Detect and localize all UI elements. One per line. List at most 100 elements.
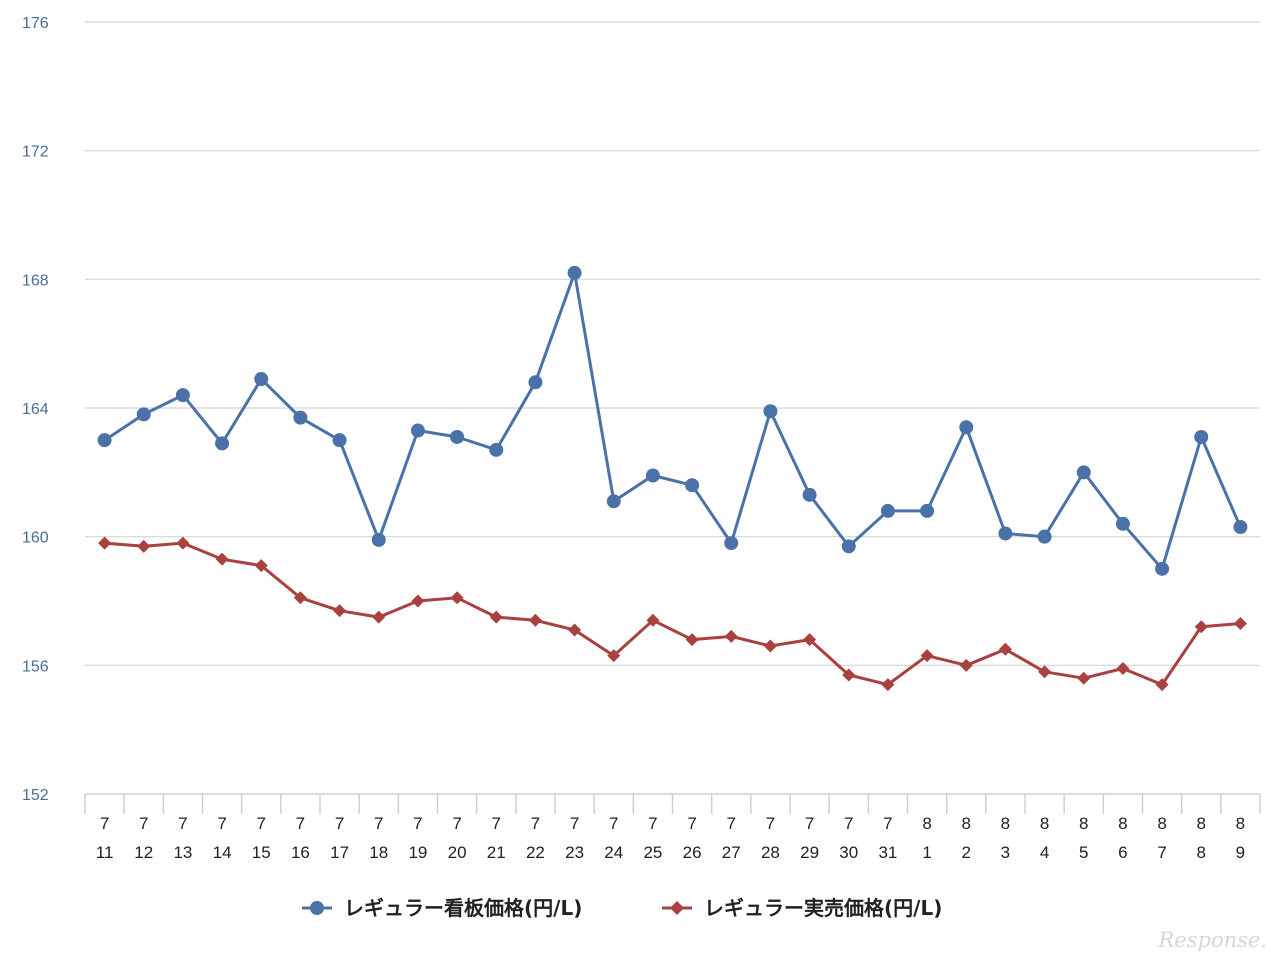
- actual-price-point: [607, 649, 621, 663]
- x-tick-label-day: 22: [526, 843, 545, 862]
- x-tick-label-day: 2: [962, 843, 971, 862]
- x-tick-label-month: 8: [1197, 814, 1206, 833]
- sign-price-point: [293, 410, 308, 425]
- x-tick-label-month: 8: [962, 814, 971, 833]
- x-tick-label-month: 7: [883, 814, 892, 833]
- x-tick-label-day: 14: [213, 843, 232, 862]
- sign-price-point: [920, 503, 935, 518]
- sign-price-point: [1115, 516, 1130, 531]
- sign-price-point: [880, 503, 895, 518]
- sign-price-point: [450, 429, 465, 444]
- sign-price-line: [103, 271, 1242, 571]
- x-tick-label-month: 7: [805, 814, 814, 833]
- actual-price-point: [724, 629, 738, 643]
- x-tick-label-day: 12: [134, 843, 153, 862]
- x-tick-label-day: 9: [1236, 843, 1245, 862]
- legend-label-sign-price: レギュラー看板価格(円/L): [344, 896, 582, 920]
- watermark-logo: Response.: [1157, 928, 1267, 952]
- legend-marker-sign-price: [310, 901, 324, 915]
- sign-price-point: [1037, 529, 1052, 544]
- actual-price-point: [372, 610, 386, 624]
- x-tick-label-day: 26: [683, 843, 702, 862]
- x-tick-label-month: 7: [217, 814, 226, 833]
- x-tick-label-month: 8: [1001, 814, 1010, 833]
- sign-price-point: [1233, 520, 1248, 535]
- sign-price-point: [998, 526, 1013, 541]
- sign-price-point: [567, 265, 582, 280]
- x-tick-label-month: 8: [1118, 814, 1127, 833]
- y-tick-label: 152: [22, 787, 49, 804]
- x-tick-label-month: 7: [257, 814, 266, 833]
- x-tick-label-day: 17: [330, 843, 349, 862]
- x-tick-label-month: 7: [687, 814, 696, 833]
- actual-price-point: [293, 591, 307, 605]
- x-tick-label-month: 7: [492, 814, 501, 833]
- x-tick-label-day: 11: [96, 843, 114, 862]
- actual-price-point: [1155, 678, 1169, 692]
- sign-price-point: [528, 375, 543, 390]
- x-tick-label-day: 4: [1040, 843, 1049, 862]
- actual-price-point: [1038, 665, 1052, 679]
- sign-price-point: [724, 536, 739, 551]
- x-tick-label-day: 13: [173, 843, 192, 862]
- x-tick-label-month: 7: [178, 814, 187, 833]
- x-tick-label-month: 8: [1040, 814, 1049, 833]
- x-tick-label-month: 7: [609, 814, 618, 833]
- x-tick-label-day: 31: [878, 843, 897, 862]
- x-tick-label-month: 7: [413, 814, 422, 833]
- actual-price-point: [98, 536, 112, 550]
- actual-price-point: [685, 633, 699, 647]
- x-axis: 7117127137147157167177187197207217227237…: [84, 793, 1261, 862]
- x-tick-label-month: 7: [100, 814, 109, 833]
- y-tick-label: 176: [22, 15, 49, 32]
- actual-price-point: [998, 642, 1012, 656]
- x-tick-label-month: 7: [648, 814, 657, 833]
- sign-price-point: [136, 407, 151, 422]
- x-tick-label-day: 24: [604, 843, 623, 862]
- sign-price-point: [645, 468, 660, 483]
- sign-price-point: [763, 404, 778, 419]
- legend-marker-actual-price: [670, 901, 684, 915]
- sign-price-point: [1155, 561, 1170, 576]
- actual-price-point: [1077, 671, 1091, 685]
- sign-price-point: [97, 433, 112, 448]
- x-tick-label-month: 8: [1079, 814, 1088, 833]
- actual-price-point: [137, 539, 151, 553]
- actual-price-point: [646, 613, 660, 627]
- x-tick-label-day: 27: [722, 843, 741, 862]
- actual-price-point: [215, 552, 229, 566]
- sign-price-point: [841, 539, 856, 554]
- x-tick-label-day: 7: [1157, 843, 1166, 862]
- sign-price-point: [1194, 429, 1209, 444]
- x-tick-label-day: 18: [369, 843, 388, 862]
- actual-price-point: [528, 613, 542, 627]
- actual-price-point: [254, 559, 268, 573]
- sign-price-point: [959, 420, 974, 435]
- x-tick-label-month: 8: [1157, 814, 1166, 833]
- sign-price-point: [1076, 465, 1091, 480]
- x-tick-label-day: 29: [800, 843, 819, 862]
- x-tick-label-day: 30: [839, 843, 858, 862]
- sign-price-point: [254, 372, 269, 387]
- x-tick-label-day: 15: [252, 843, 271, 862]
- actual-price-point: [568, 623, 582, 637]
- x-tick-label-day: 1: [922, 843, 931, 862]
- y-tick-label: 156: [22, 658, 49, 675]
- x-tick-label-month: 7: [139, 814, 148, 833]
- actual-price-point: [959, 658, 973, 672]
- actual-price-point: [920, 649, 934, 663]
- actual-price-point: [411, 594, 425, 608]
- legend: レギュラー看板価格(円/L) レギュラー実売価格(円/L): [302, 896, 942, 920]
- sign-price-point: [606, 494, 621, 509]
- x-tick-label-month: 7: [296, 814, 305, 833]
- x-tick-label-day: 21: [487, 843, 506, 862]
- sign-price-point: [802, 487, 817, 502]
- x-tick-label-month: 7: [570, 814, 579, 833]
- grid-lines: [85, 21, 1260, 666]
- x-tick-label-month: 7: [727, 814, 736, 833]
- x-tick-label-month: 7: [452, 814, 461, 833]
- x-tick-label-day: 19: [408, 843, 427, 862]
- actual-price-point: [1194, 620, 1208, 634]
- actual-price-point: [842, 668, 856, 682]
